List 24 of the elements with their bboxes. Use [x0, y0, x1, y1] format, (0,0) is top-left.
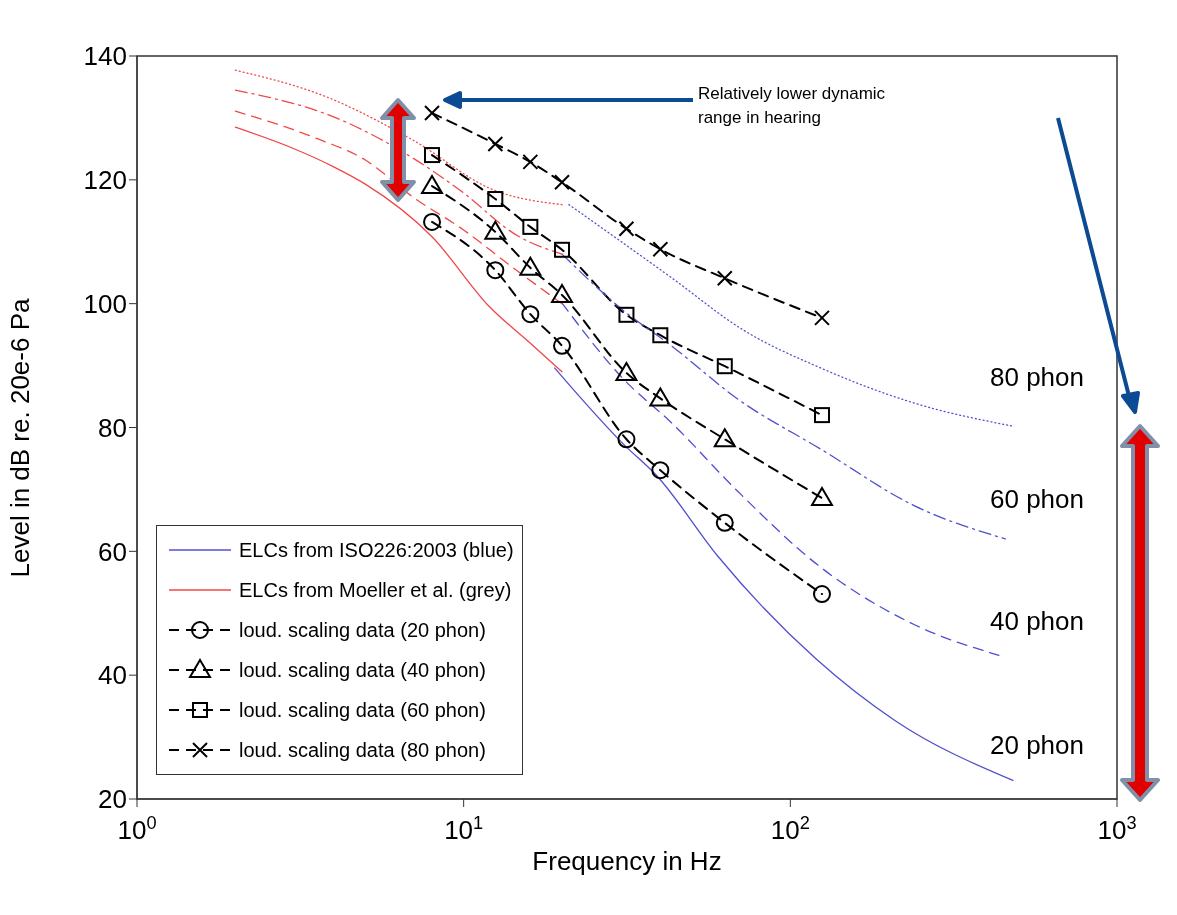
legend-label: loud. scaling data (20 phon) [239, 618, 486, 642]
x-tick-label: 10$^{2}$ [770, 813, 810, 845]
legend-label: loud. scaling data (40 phon) [239, 658, 486, 682]
legend-label: ELCs from ISO226:2003 (blue) [239, 538, 514, 562]
x-tick-label: 10$^{3}$ [1097, 813, 1137, 845]
x-tick-label: 10$^{1}$ [444, 813, 484, 845]
legend-label: loud. scaling data (80 phon) [239, 738, 486, 762]
legend-label: ELCs from Moeller et al. (grey) [239, 578, 512, 602]
y-tick-label: 140 [83, 41, 127, 72]
annotation: 20 phon [990, 730, 1084, 761]
y-tick-label: 80 [98, 412, 127, 443]
y-tick-label: 40 [98, 660, 127, 691]
x-axis-title: Frequency in Hz [532, 846, 722, 876]
annotation: 60 phon [990, 484, 1084, 515]
y-tick-label: 60 [98, 536, 127, 567]
legend-label: loud. scaling data (60 phon) [239, 698, 486, 722]
annotation: 80 phon [990, 362, 1084, 393]
y-tick-label: 120 [83, 165, 127, 196]
annotation: 40 phon [990, 606, 1084, 637]
x-tick-label: 10$^{0}$ [117, 813, 157, 845]
annotation: Relatively lower dynamic range in hearing [698, 83, 887, 129]
y-axis-title: Level in dB re. 20e-6 Pa [5, 298, 36, 578]
y-tick-label: 20 [98, 784, 127, 815]
y-tick-label: 100 [83, 288, 127, 319]
